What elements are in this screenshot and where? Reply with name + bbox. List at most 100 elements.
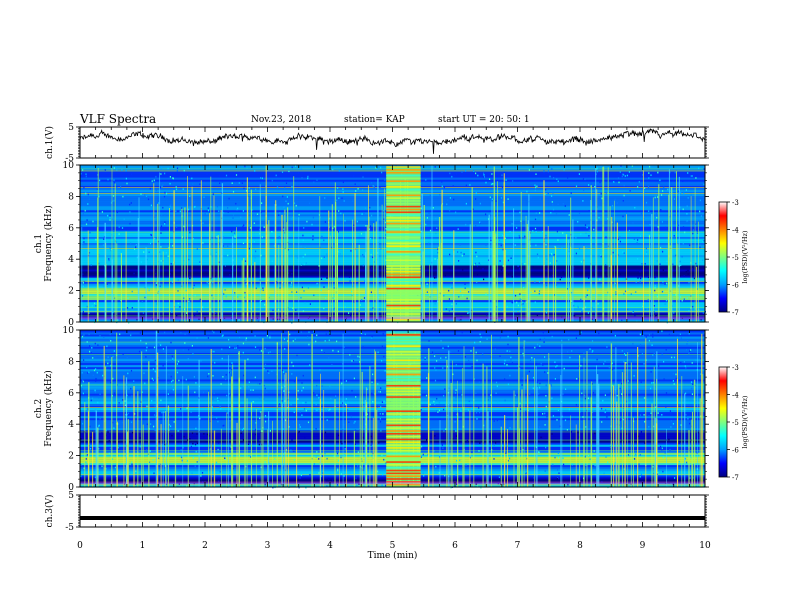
ch2-spectrogram-speckle — [479, 442, 481, 444]
ch2-spectrogram-speckle — [83, 467, 85, 470]
ch2-spectrogram-speckle — [487, 399, 489, 401]
ch1-spectrogram-speckle — [681, 299, 683, 302]
ch1-spectrogram-speckle — [111, 218, 113, 220]
ch1-spectrogram-speckle — [469, 184, 471, 186]
ch2-spectrogram-speckle — [672, 372, 674, 375]
ch1-spectrogram-speckle — [382, 209, 385, 212]
ch2-spectrogram-speckle — [112, 377, 114, 380]
ch1-spectrogram-speckle — [86, 271, 88, 274]
ch2-spectrogram-speckle — [609, 392, 611, 394]
ch1-spectrogram-speckle — [691, 175, 693, 177]
ch2-spectrogram-speckle — [444, 474, 446, 477]
ch1-spectrogram-speckle — [656, 314, 658, 317]
ch1-spectrogram-speckle — [199, 298, 201, 301]
ch1-spectrogram-speckle — [551, 195, 553, 197]
ch2-spectrogram-speckle — [528, 370, 530, 373]
ch1-spectrogram-speckle — [292, 216, 294, 219]
station-label: station= KAP — [344, 115, 405, 125]
ch2-spectrogram-speckle — [118, 402, 120, 404]
ch2-spectrogram-speckle — [495, 392, 497, 394]
ch1-waveform-ylabel: ch.1(V) — [44, 126, 55, 159]
ch1-spectrogram-speckle — [120, 185, 122, 188]
ch1-spectrogram-speckle — [160, 260, 162, 262]
ch1-spectrogram-speckle — [673, 313, 675, 316]
ch1-spectrogram-speckle — [234, 236, 236, 238]
ch2-spectrogram-burst-band — [386, 418, 421, 421]
ch2-spectrogram-speckle — [267, 370, 269, 372]
ch1-spectrogram-speckle — [655, 213, 657, 215]
ch1-spectrogram-speckle — [449, 209, 451, 212]
ch1-spectrogram-speckle — [82, 310, 84, 313]
ch1-spectrogram-speckle — [224, 265, 226, 267]
ch2-spectrogram-speckle — [626, 400, 628, 403]
ch1-spectrogram-speckle — [253, 222, 255, 224]
ch2-spectrogram-speckle — [655, 388, 657, 390]
ch1-spectrogram-speckle — [703, 239, 705, 242]
ch1-spectrogram-speckle — [593, 274, 595, 276]
ch1-spectrogram-speckle — [300, 296, 302, 299]
ch1-spectrogram-speckle — [582, 308, 584, 310]
ch2-spectrogram-burst-band — [386, 464, 421, 466]
ch2-spectrogram-speckle — [144, 382, 146, 385]
ch2-spectrogram-speckle — [287, 340, 289, 342]
ch2-spectrogram-speckle — [676, 336, 678, 339]
ch2-spectrogram-speckle — [267, 351, 270, 354]
ch3-waveform-panel: 5-5ch.3(V) — [44, 491, 709, 533]
ch1-spectrogram-speckle — [575, 185, 578, 188]
ch1-spectrogram-speckle — [126, 182, 128, 185]
ch1-spectrogram-speckle — [264, 303, 266, 306]
ch2-spectrogram-speckle — [178, 429, 180, 432]
ch1-spectrogram-speckle — [615, 291, 617, 293]
ch2-spectrogram-speckle — [587, 397, 590, 400]
ch2-spectrogram-speckle — [355, 477, 357, 480]
ch1-spectrogram-speckle — [175, 210, 177, 212]
ch1-spectrogram-speckle — [684, 231, 686, 234]
ch2-spectrogram-speckle — [221, 348, 223, 351]
ch1-spectrogram-speckle — [288, 275, 290, 278]
ch1-spectrogram-speckle — [679, 274, 681, 277]
ch2-spectrogram-speckle — [478, 450, 480, 452]
ch1-spectrogram-speckle — [309, 303, 311, 305]
ch1-spectrogram-speckle — [501, 234, 504, 236]
ch1-spectrogram-speckle — [628, 171, 630, 173]
ch2-spectrogram-speckle — [263, 398, 265, 400]
ch1-spectrogram-speckle — [458, 319, 460, 321]
ch1-spectrogram-speckle — [183, 300, 185, 302]
ch1-spectrogram-speckle — [698, 309, 700, 311]
ch2-spectrogram-speckle — [560, 400, 563, 403]
ch1-spectrogram-speckle — [376, 258, 378, 261]
ch1-spectrogram-speckle — [191, 177, 193, 180]
ch2-spectrogram-speckle — [273, 451, 275, 454]
ch1-spectrogram-speckle — [207, 209, 210, 212]
ch2-spectrogram-speckle — [605, 409, 607, 411]
ch2-spectrogram-speckle — [336, 340, 338, 343]
ch2-spectrogram-speckle — [266, 335, 268, 337]
ch1-spectrogram-burst-band — [386, 225, 421, 228]
ch2-spectrogram-speckle — [691, 362, 693, 364]
ch1-spectrogram-speckle — [333, 225, 335, 228]
ch1-spectrogram-speckle — [443, 294, 445, 297]
ch2-spectrogram-speckle — [195, 450, 197, 453]
ch1-spectrogram-speckle — [677, 190, 679, 192]
ch1-spectrogram-speckle — [577, 305, 579, 308]
ch1-spectrogram-speckle — [167, 167, 169, 170]
ch2-spectrogram-burst-band — [386, 379, 421, 381]
ch2-spectrogram-burst-band — [386, 404, 421, 407]
ch1-spectrogram-burst-band — [386, 171, 421, 174]
ch2-spectrogram-speckle — [445, 428, 447, 430]
ch2-spectrogram-speckle — [624, 353, 626, 355]
ch2-spectrogram-burst-band — [386, 438, 421, 441]
ch2-spectrogram-burst-band — [386, 449, 421, 452]
ch1-spectrogram-speckle — [622, 251, 624, 253]
ch2-spectrogram-speckle — [455, 435, 457, 437]
ch1-spectrogram-speckle — [560, 276, 563, 279]
ch1-spectrogram-speckle — [601, 247, 603, 250]
ch2-spectrogram-speckle — [668, 333, 670, 336]
ch2-spectrogram-speckle — [370, 479, 372, 482]
ch2-spectrogram-speckle — [151, 400, 153, 402]
ch2-spectrogram-speckle — [229, 346, 231, 348]
ch1-spectrogram-speckle — [491, 173, 493, 175]
ch2-spectrogram-speckle — [172, 358, 174, 360]
ch1-spectrogram-burst-band — [386, 313, 421, 315]
